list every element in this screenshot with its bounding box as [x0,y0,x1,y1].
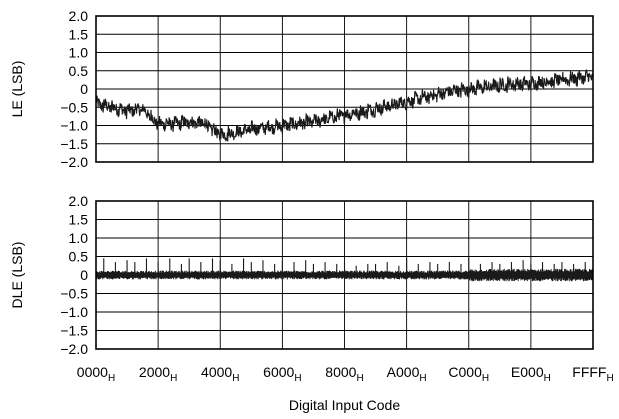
dle-y-tick-label: −2.0 [60,341,88,357]
le-y-axis-label: LE (LSB) [9,61,25,118]
dle-y-tick-label: −1.0 [60,304,88,320]
dle-y-tick-label: −0.5 [60,286,88,302]
le-chart: 2.0 1.5 1.0 0.5 0 −0.5 −1.0 −1.5 −2.0 LE (LSB) [9,8,594,170]
le-series [95,68,594,143]
x-tick-label: A000H [387,364,427,384]
dle-y-tick-label: 0.5 [69,249,89,265]
x-tick-label: FFFFH [572,364,613,384]
dle-y-axis-label: DLE (LSB) [9,242,25,309]
le-y-tick-label: −2.0 [60,154,88,170]
x-axis-label: Digital Input Code [289,397,401,413]
dle-y-tick-label: 0 [80,267,88,283]
x-tick-label: 0000H [77,364,115,384]
le-y-tick-label: 0 [80,81,88,97]
x-tick-label: 8000H [325,364,363,384]
dle-y-tick-label: 2.0 [69,193,89,209]
le-y-tick-label: 2.0 [69,8,89,24]
dle-y-tick-label: −1.5 [60,323,88,339]
dle-y-tick-labels: 2.0 1.5 1.0 0.5 0 −0.5 −1.0 −1.5 −2.0 [60,193,88,357]
le-gridlines [95,15,594,163]
le-line [95,68,594,143]
le-y-tick-label: −1.0 [60,118,88,134]
x-tick-label: C000H [448,364,489,384]
x-tick-label: E000H [511,364,551,384]
le-y-tick-label: −1.5 [60,136,88,152]
dle-y-tick-label: 1.5 [69,212,89,228]
dle-y-tick-label: 1.0 [69,230,89,246]
dle-chart: 2.0 1.5 1.0 0.5 0 −0.5 −1.0 −1.5 −2.0 DLE (LSB) [9,193,594,357]
le-plot-frame [95,15,594,163]
dle-series [95,258,594,282]
x-tick-labels: 0000H 2000H 4000H 6000H 8000H A000H C000H E000H… [77,364,614,384]
le-y-tick-label: 1.0 [69,45,89,61]
le-y-tick-label: 1.5 [69,26,89,42]
x-tick-label: 2000H [139,364,177,384]
dle-plot-frame [95,200,594,350]
le-y-tick-labels: 2.0 1.5 1.0 0.5 0 −0.5 −1.0 −1.5 −2.0 [60,8,88,170]
x-tick-label: 6000H [263,364,301,384]
le-y-tick-label: 0.5 [69,63,89,79]
le-y-tick-label: −0.5 [60,99,88,115]
x-tick-label: 4000H [201,364,239,384]
